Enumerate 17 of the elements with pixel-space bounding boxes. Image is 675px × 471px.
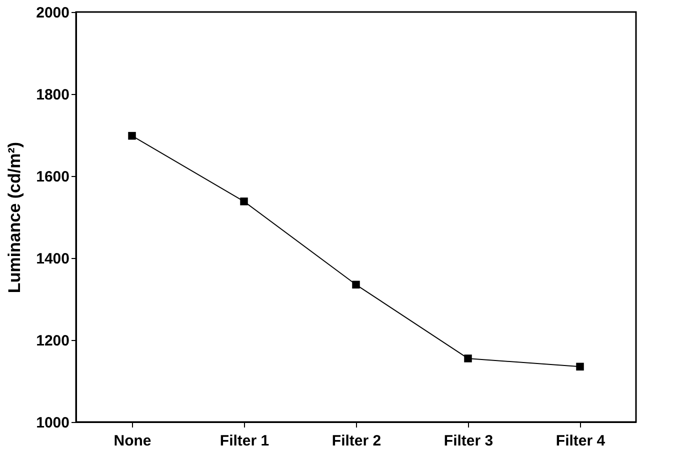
point (240, 198, 248, 206)
y-tick-label: 1600 (36, 168, 70, 186)
x-tick-label: Filter 3 (444, 432, 494, 450)
y-axis-title: Luminance (cd/m²) (5, 142, 24, 294)
point (352, 280, 360, 289)
x-tick-label: None (114, 432, 152, 450)
y-tick-label: 1000 (36, 414, 70, 432)
point (576, 362, 584, 371)
y-tick-label: 1800 (36, 86, 70, 104)
y-tick-label: 1200 (36, 332, 70, 350)
x-tick-label: Filter 1 (220, 432, 270, 450)
point (464, 354, 472, 362)
y-tick-label: 2000 (36, 4, 70, 22)
x-tick-label: Filter 4 (556, 432, 606, 450)
y-tick-label: 1400 (36, 250, 70, 268)
x-tick-label: Filter 2 (332, 432, 382, 450)
point (128, 132, 136, 140)
